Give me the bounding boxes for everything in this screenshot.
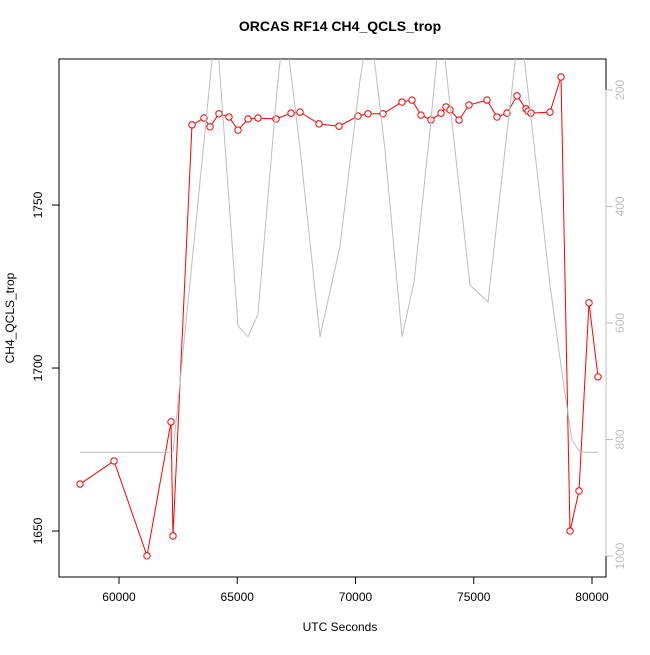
data-point <box>483 96 491 104</box>
y2-tick-label: 1000 <box>613 542 627 569</box>
y-tick-label: 1700 <box>31 354 45 381</box>
data-point <box>557 73 565 81</box>
data-point <box>408 96 416 104</box>
data-point <box>493 113 501 121</box>
data-point <box>215 110 223 118</box>
data-point <box>225 113 233 121</box>
x-tick-label: 60000 <box>102 590 136 604</box>
plot-frame <box>58 58 607 578</box>
x-tick-label: 75000 <box>457 590 491 604</box>
data-point <box>417 111 425 119</box>
data-point <box>455 116 463 124</box>
data-point <box>254 114 262 122</box>
data-point <box>465 101 473 109</box>
chart-title: ORCAS RF14 CH4_QCLS_trop <box>239 18 441 34</box>
y2-tick-label: 200 <box>613 80 627 100</box>
data-point <box>546 108 554 116</box>
data-point <box>287 109 295 117</box>
data-point <box>594 373 602 381</box>
x-tick-label: 80000 <box>575 590 609 604</box>
data-point <box>206 123 214 131</box>
data-point <box>200 114 208 122</box>
data-point <box>398 98 406 106</box>
data-point <box>566 527 574 535</box>
data-point <box>437 109 445 117</box>
y2-tick-label: 800 <box>613 429 627 449</box>
data-point <box>143 552 151 560</box>
data-point <box>234 126 242 134</box>
data-point <box>513 92 521 100</box>
data-point <box>169 532 177 540</box>
data-point <box>76 480 84 488</box>
x-axis-label: UTC Seconds <box>303 620 378 634</box>
x-tick-label: 65000 <box>221 590 255 604</box>
y-axis-label: CH4_QCLS_trop <box>3 272 17 363</box>
y-tick-label: 1650 <box>31 517 45 544</box>
plot-area <box>76 59 602 560</box>
data-point <box>364 110 372 118</box>
series-line <box>80 59 598 453</box>
data-point <box>575 487 583 495</box>
y2-tick-label: 400 <box>613 196 627 216</box>
y-tick-label: 1750 <box>31 191 45 218</box>
data-point <box>296 108 304 116</box>
data-point <box>354 112 362 120</box>
y2-tick-label: 600 <box>613 313 627 333</box>
x-tick-label: 70000 <box>339 590 373 604</box>
data-point <box>188 121 196 129</box>
data-point <box>272 115 280 123</box>
data-point <box>585 299 593 307</box>
data-point <box>167 418 175 426</box>
data-point <box>335 122 343 130</box>
series-line <box>79 76 599 558</box>
data-point <box>244 115 252 123</box>
data-point <box>315 120 323 128</box>
data-point <box>110 457 118 465</box>
